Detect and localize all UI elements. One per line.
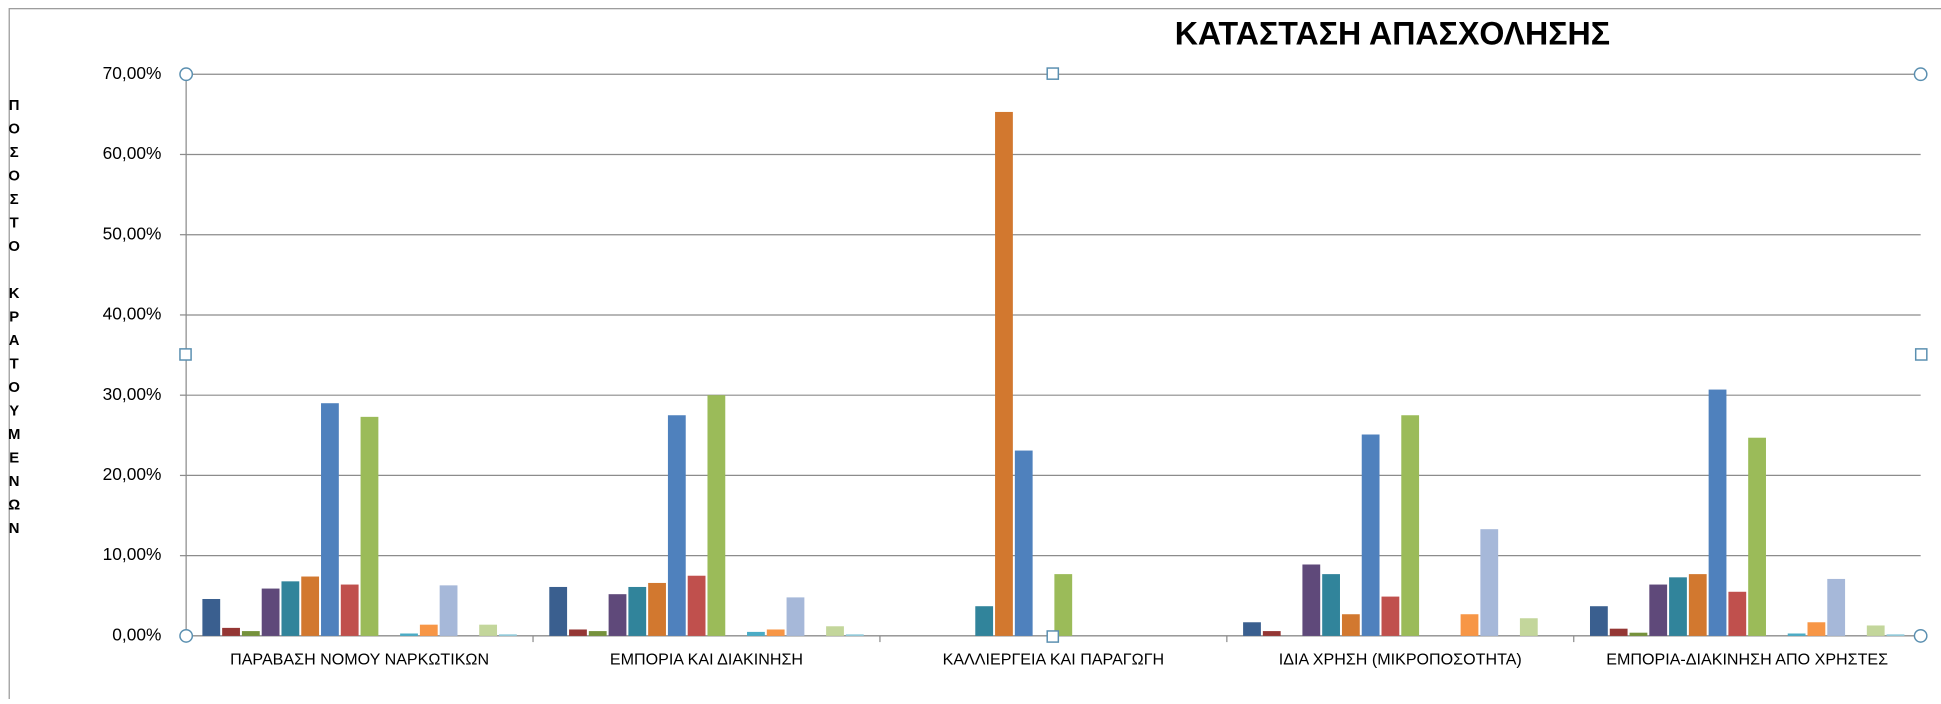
- y-tick-label: 10,00%: [103, 544, 162, 564]
- handle: [1913, 67, 1928, 82]
- bar: [1669, 577, 1687, 636]
- bar: [340, 584, 359, 636]
- bar: [687, 575, 706, 636]
- bar: [1748, 437, 1766, 636]
- bar: [202, 598, 221, 636]
- y-tick-label: 60,00%: [103, 143, 162, 163]
- bar: [707, 395, 726, 636]
- x-tick-label: ΕΜΠΟΡΙΑ ΚΑΙ ΔΙΑΚΙΝΗΣΗ: [609, 649, 804, 669]
- handle: [1914, 348, 1928, 361]
- bar: [1866, 625, 1885, 636]
- handle: [179, 628, 194, 643]
- chart-title: ΚΑΤΑΣΤΑΣΗ ΑΠΑΣΧΟΛΗΣΗΣ: [1175, 15, 1610, 51]
- bar: [1361, 434, 1380, 636]
- bar: [1381, 596, 1400, 636]
- bar: [549, 586, 568, 636]
- x-tick-label-box: ΕΜΠΟΡΙΑ-ΔΙΑΚΙΝΗΣΗ ΑΠΟ ΧΡΗΣΤΕΣ: [1606, 649, 1889, 669]
- handle: [1046, 630, 1060, 643]
- bar: [498, 634, 517, 636]
- bar: [1589, 606, 1608, 636]
- x-tick-label: ΠΑΡΑΒΑΣΗ ΝΟΜΟΥ ΝΑΡΚΩΤΙΚΩΝ: [230, 649, 490, 669]
- bar: [479, 624, 498, 636]
- bar: [845, 634, 864, 636]
- bar: [1460, 614, 1479, 636]
- bar: [648, 582, 666, 636]
- bar: [1807, 622, 1826, 636]
- y-axis-title: ΠΟΣΟΣΤΟ ΚΡΑΤΟΥΜΕΝΩΝ: [5, 96, 23, 544]
- bar: [360, 416, 379, 636]
- x-tick-label: ΙΔΙΑ ΧΡΗΣΗ (ΜΙΚΡΟΠΟΣΟΤΗΤΑ): [1278, 649, 1522, 669]
- bar: [1401, 415, 1420, 636]
- bar: [608, 594, 627, 636]
- bar: [786, 597, 805, 636]
- bar: [1262, 631, 1281, 636]
- chart-frame: [8, 8, 1941, 704]
- bar: [1243, 622, 1261, 636]
- handle: [179, 67, 194, 82]
- bar: [667, 415, 686, 636]
- bar: [1688, 574, 1707, 636]
- x-tick-label-box: ΕΜΠΟΡΙΑ ΚΑΙ ΔΙΑΚΙΝΗΣΗ: [609, 649, 804, 669]
- bar: [1014, 450, 1033, 636]
- bar: [588, 631, 607, 636]
- bar: [1054, 574, 1073, 636]
- x-tick-label: ΕΜΠΟΡΙΑ-ΔΙΑΚΙΝΗΣΗ ΑΠΟ ΧΡΗΣΤΕΣ: [1606, 649, 1889, 669]
- bar: [261, 588, 280, 636]
- x-tick-label-box: ΠΑΡΑΒΑΣΗ ΝΟΜΟΥ ΝΑΡΚΩΤΙΚΩΝ: [230, 649, 490, 669]
- bar: [628, 586, 647, 636]
- selection-handles: [179, 67, 1928, 643]
- bar: [241, 631, 260, 636]
- x-tick-label-box: ΙΔΙΑ ΧΡΗΣΗ (ΜΙΚΡΟΠΟΣΟΤΗΤΑ): [1278, 649, 1522, 669]
- bar: [1728, 591, 1747, 636]
- bar: [569, 629, 587, 636]
- y-tick-label: 30,00%: [103, 384, 162, 404]
- y-tick-label: 40,00%: [103, 304, 162, 324]
- bar: [1302, 564, 1321, 636]
- bar: [1787, 633, 1806, 636]
- y-axis-title-box: ΠΟΣΟΣΤΟ ΚΡΑΤΟΥΜΕΝΩΝ: [5, 96, 23, 544]
- y-tick-label: 0,00%: [112, 624, 161, 644]
- y-tick-label: 50,00%: [103, 223, 162, 243]
- bar: [281, 581, 300, 636]
- bar: [747, 631, 765, 636]
- y-tick-label: 20,00%: [103, 464, 162, 484]
- bar: [439, 585, 458, 636]
- y-tick-label: 70,00%: [103, 63, 162, 83]
- bar: [1708, 389, 1727, 636]
- bar: [1609, 628, 1628, 636]
- bar: [301, 576, 320, 636]
- handle: [179, 348, 192, 361]
- bar: [766, 629, 785, 636]
- bar: [222, 627, 240, 636]
- x-tick-label-box: ΚΑΛΛΙΕΡΓΕΙΑ ΚΑΙ ΠΑΡΑΓΩΓΗ: [942, 649, 1165, 669]
- bar: [995, 111, 1013, 636]
- bar: [1519, 618, 1538, 636]
- bar: [321, 403, 339, 636]
- bar: [1629, 632, 1648, 636]
- bar: [419, 624, 438, 636]
- bar: [1827, 578, 1846, 636]
- bar: [975, 606, 994, 636]
- bar: [1341, 614, 1360, 636]
- bar: [1886, 634, 1905, 636]
- x-tick-label: ΚΑΛΛΙΕΡΓΕΙΑ ΚΑΙ ΠΑΡΑΓΩΓΗ: [942, 649, 1165, 669]
- bar: [400, 633, 418, 636]
- bar: [1322, 574, 1340, 636]
- bar: [1649, 584, 1668, 636]
- handle: [1046, 67, 1060, 80]
- bar: [1480, 529, 1499, 636]
- bar: [826, 626, 844, 636]
- handle: [1913, 628, 1928, 643]
